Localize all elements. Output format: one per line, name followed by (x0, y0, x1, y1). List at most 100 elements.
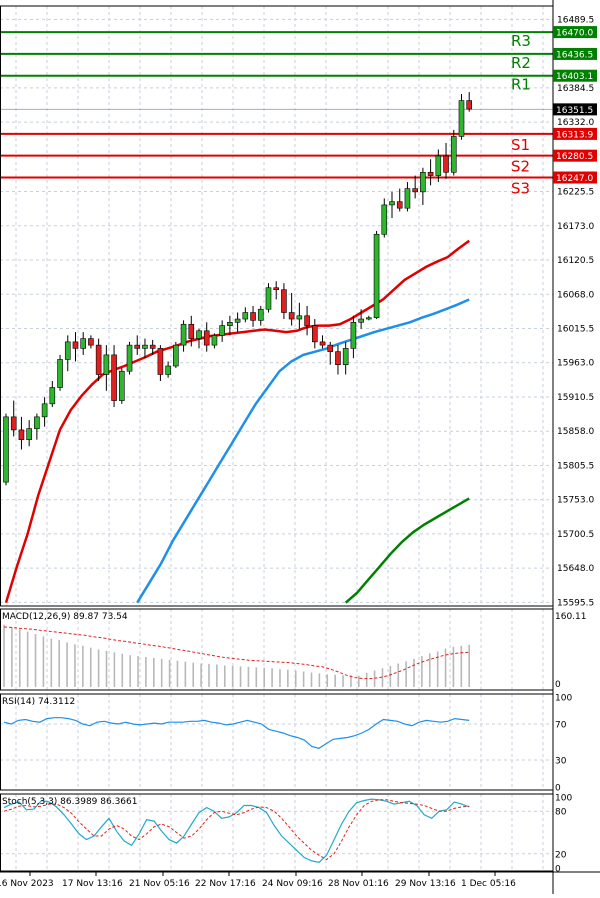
time-axis: 16 Nov 2023 17 Nov 13:16 21 Nov 05:16 22… (0, 879, 516, 889)
candle-down (134, 344, 141, 349)
level-tag: 16280.5 (556, 152, 593, 162)
time-label: 16 Nov 2023 (0, 879, 54, 889)
candle-up (234, 318, 241, 323)
level-tag: 16470.0 (556, 29, 593, 39)
macd-scale-top: 160.11 (555, 612, 587, 622)
candle-down (188, 323, 195, 339)
indicator-labels: MACD(12,26,9) 89.87 73.54 160.11 0 RSI(1… (2, 612, 587, 875)
candle-up (257, 308, 264, 321)
level-tag-bg (553, 127, 597, 140)
current-price-bg (553, 103, 597, 116)
level-name: R1 (511, 76, 531, 94)
candle-down (273, 287, 280, 290)
time-label: 17 Nov 13:16 (62, 879, 123, 889)
candle-up (358, 318, 364, 323)
candle-up (3, 416, 9, 483)
candle-up (34, 416, 40, 429)
candle-up (26, 428, 32, 440)
price-tick: 16173.0 (557, 222, 594, 232)
stoch-tick: 20 (555, 850, 567, 860)
candle-down (10, 416, 17, 431)
stoch-tick: 80 (555, 808, 567, 818)
price-tick: 15595.5 (557, 598, 594, 608)
candle-down (288, 312, 295, 320)
indicator-panels (0, 624, 553, 863)
candle-down (281, 289, 287, 313)
moving-averages (4, 239, 470, 604)
candle-up (103, 354, 110, 375)
candle-up (350, 322, 357, 349)
candle-up (366, 317, 372, 320)
level-tag: 16436.5 (556, 50, 593, 60)
candle-down (18, 429, 25, 440)
candle-up (211, 335, 218, 346)
price-tick: 15805.5 (557, 461, 594, 471)
candle-down (149, 344, 156, 349)
moving-average-line (4, 239, 470, 604)
candle-up (227, 322, 233, 326)
candle-up (450, 136, 457, 173)
level-tag-bg (553, 47, 597, 60)
candle-up (142, 344, 148, 349)
price-tick: 15910.5 (557, 393, 594, 403)
candle-down (203, 330, 210, 346)
price-tick: 16120.5 (557, 256, 594, 266)
price-tick: 16332.0 (557, 118, 594, 128)
candle-down (443, 155, 449, 173)
pivot-levels (0, 31, 553, 179)
macd-label: MACD(12,26,9) 89.87 73.54 (2, 612, 128, 622)
level-tag-bg (553, 149, 597, 162)
candle-down (412, 188, 418, 193)
stoch-k-line (3, 798, 470, 863)
level-tags: 16470.0 16436.5 16403.1 16313.9 16280.5 … (553, 26, 597, 184)
candle-up (64, 341, 71, 360)
candle-up (49, 387, 56, 405)
level-tag-bg (553, 26, 597, 39)
candle-up (180, 323, 187, 346)
candle-up (80, 338, 86, 349)
time-label: 24 Nov 09:16 (262, 879, 323, 889)
price-tick: 16225.5 (557, 188, 594, 198)
stoch-label: Stoch(5,3,3) 86.3989 86.3661 (2, 797, 137, 807)
candle-down (311, 325, 318, 343)
candle-down (111, 354, 117, 401)
time-label: 28 Nov 01:16 (328, 879, 389, 889)
candle-down (319, 341, 326, 346)
candle-up (265, 287, 272, 310)
candle-up (126, 344, 133, 372)
candles (3, 92, 473, 486)
candle-down (72, 341, 79, 349)
stoch-tick: 100 (555, 794, 572, 804)
rsi-tick: 70 (555, 721, 567, 731)
candle-up (242, 312, 249, 320)
candle-down (466, 100, 473, 110)
candle-down (88, 338, 94, 346)
candle-down (304, 315, 310, 326)
price-axis: 16489.5 16384.5 16332.0 16225.5 16173.0 … (557, 15, 594, 608)
rsi-label: RSI(14) 74.3112 (2, 697, 75, 707)
candle-up (420, 172, 426, 193)
candle-down (157, 348, 164, 375)
price-tick: 15858.0 (557, 427, 594, 437)
time-label: 21 Nov 05:16 (129, 879, 190, 889)
price-tick: 15753.0 (557, 496, 594, 506)
level-tag: 16313.9 (556, 130, 593, 140)
candle-down (396, 201, 403, 209)
price-tick: 16015.5 (557, 325, 594, 335)
level-name: R3 (511, 32, 531, 50)
candle-up (165, 365, 171, 375)
price-tick: 15700.5 (557, 530, 594, 540)
candle-up (381, 204, 388, 235)
candle-up (196, 330, 202, 339)
level-name: S1 (511, 136, 530, 154)
candle-down (250, 312, 256, 321)
candle-up (173, 344, 179, 367)
candle-down (335, 351, 341, 365)
candle-up (373, 233, 380, 319)
level-name: R2 (511, 54, 531, 72)
candle-up (219, 325, 225, 336)
candle-down (427, 172, 434, 176)
